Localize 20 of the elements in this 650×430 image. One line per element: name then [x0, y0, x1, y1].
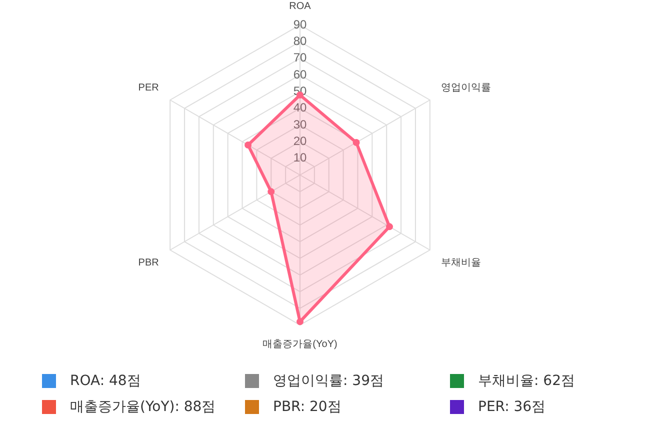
text: PER: 36점: [478, 398, 546, 416]
spoke-label: 부채비율: [441, 257, 482, 268]
y-tick-label: 70: [293, 50, 307, 65]
y-tick-label: 40: [293, 100, 307, 115]
text: 부채비율: 62점: [478, 372, 575, 390]
spoke-label: 매출증가율(YoY): [262, 338, 338, 350]
text: 매출증가율(YoY): 88점: [70, 398, 216, 416]
spoke-label: 영업이익률: [441, 82, 492, 94]
text: PBR: 20점: [273, 398, 342, 416]
y-tick-label: 60: [293, 67, 307, 82]
spoke-label: ROA: [289, 0, 312, 12]
y-tick-label: 10: [293, 150, 307, 165]
text: ROA: 48점: [70, 372, 141, 390]
y-tick-label: 30: [293, 117, 307, 132]
y-tick-label: 20: [293, 134, 307, 148]
y-tick-label: 80: [293, 34, 307, 48]
spoke-label: PER: [138, 82, 159, 94]
y-tick-label: 90: [293, 17, 307, 32]
text: 영업이익률: 39점: [273, 372, 384, 390]
spoke-label: PBR: [138, 257, 159, 268]
